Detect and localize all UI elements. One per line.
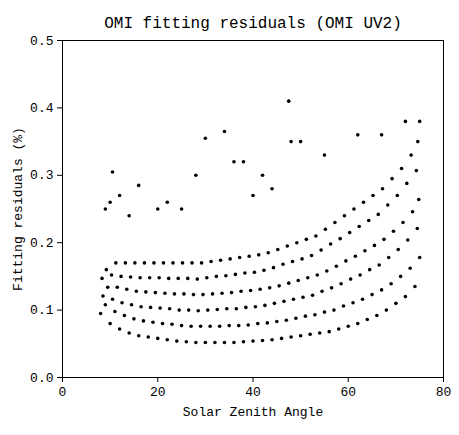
svg-text:0: 0 (59, 385, 67, 400)
svg-text:40: 40 (245, 385, 261, 400)
svg-text:80: 80 (436, 385, 452, 400)
svg-text:Fitting residuals (%): Fitting residuals (%) (11, 127, 26, 291)
svg-text:0.2: 0.2 (30, 236, 53, 251)
svg-text:0.1: 0.1 (30, 303, 54, 318)
svg-text:20: 20 (150, 385, 166, 400)
svg-text:60: 60 (340, 385, 356, 400)
svg-text:0.3: 0.3 (30, 168, 53, 183)
svg-text:Solar Zenith Angle: Solar Zenith Angle (183, 405, 323, 420)
svg-text:0.0: 0.0 (30, 371, 53, 386)
svg-text:OMI fitting residuals (OMI UV2: OMI fitting residuals (OMI UV2) (104, 15, 402, 33)
svg-text:0.5: 0.5 (30, 34, 53, 49)
svg-text:0.4: 0.4 (30, 101, 54, 116)
